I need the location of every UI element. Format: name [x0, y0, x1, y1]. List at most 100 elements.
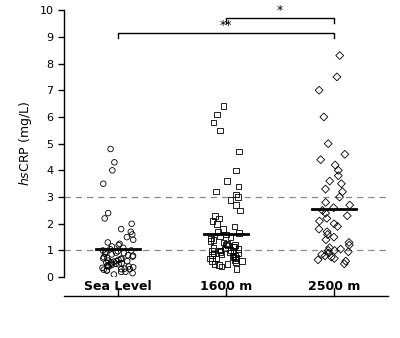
Point	[220, 240, 227, 245]
Point	[346, 240, 352, 245]
Text: *: *	[277, 4, 283, 17]
Point	[222, 242, 229, 247]
Point	[232, 242, 238, 248]
Point	[222, 246, 228, 251]
Point	[99, 265, 106, 270]
Point	[130, 265, 136, 270]
Point	[345, 249, 352, 255]
Point	[210, 251, 217, 256]
Point	[104, 268, 110, 273]
Point	[105, 210, 111, 216]
Point	[124, 259, 130, 264]
Point	[233, 255, 240, 261]
Point	[109, 244, 115, 249]
Point	[108, 252, 115, 257]
Point	[322, 186, 329, 192]
Point	[330, 205, 337, 211]
Point	[224, 241, 230, 246]
Point	[230, 245, 236, 250]
Point	[108, 261, 114, 266]
Point	[225, 243, 231, 248]
Point	[111, 272, 117, 277]
Point	[217, 249, 224, 255]
Point	[118, 269, 124, 274]
Point	[107, 246, 113, 252]
Point	[235, 194, 241, 200]
Point	[217, 233, 223, 239]
Point	[346, 202, 353, 208]
Point	[102, 249, 109, 255]
Point	[118, 266, 124, 272]
Point	[118, 257, 124, 262]
Point	[104, 255, 110, 261]
Point	[108, 262, 115, 268]
Point	[233, 202, 239, 208]
Point	[231, 224, 238, 229]
Point	[331, 256, 338, 261]
Point	[212, 213, 218, 218]
Point	[224, 261, 230, 266]
Point	[334, 224, 341, 229]
Point	[214, 112, 220, 117]
Point	[104, 263, 111, 269]
Y-axis label: $\it{hs}$CRP (mg/L): $\it{hs}$CRP (mg/L)	[17, 101, 34, 186]
Point	[100, 248, 106, 253]
Point	[235, 246, 242, 252]
Point	[325, 248, 332, 253]
Point	[128, 221, 135, 226]
Point	[237, 208, 243, 213]
Point	[127, 266, 133, 272]
Point	[316, 88, 322, 93]
Point	[115, 248, 121, 254]
Point	[214, 221, 220, 226]
Point	[102, 251, 108, 256]
Point	[124, 235, 130, 240]
Point	[346, 242, 352, 248]
Point	[207, 256, 213, 261]
Point	[315, 257, 321, 263]
Point	[236, 231, 242, 236]
Point	[118, 256, 125, 261]
Point	[208, 238, 214, 244]
Point	[323, 237, 329, 242]
Point	[217, 248, 224, 253]
Point	[322, 210, 329, 216]
Point	[120, 245, 126, 250]
Point	[236, 184, 242, 189]
Point	[341, 261, 348, 266]
Point	[129, 254, 136, 259]
Point	[227, 235, 234, 240]
Point	[336, 53, 343, 58]
Point	[342, 152, 348, 157]
Point	[335, 168, 342, 173]
Point	[209, 248, 215, 254]
Point	[118, 226, 124, 232]
Point	[116, 242, 122, 248]
Point	[328, 255, 334, 260]
Point	[217, 248, 223, 253]
Point	[227, 197, 234, 202]
Point	[102, 216, 108, 221]
Point	[232, 260, 239, 265]
Point	[318, 157, 324, 162]
Point	[113, 259, 120, 264]
Point	[100, 181, 106, 187]
Point	[319, 208, 326, 213]
Point	[101, 255, 107, 260]
Point	[231, 244, 238, 249]
Point	[332, 248, 338, 253]
Point	[227, 247, 234, 252]
Point	[215, 229, 221, 235]
Point	[211, 261, 218, 266]
Point	[220, 103, 227, 109]
Point	[209, 218, 216, 224]
Point	[233, 192, 239, 197]
Point	[112, 261, 119, 266]
Point	[125, 252, 131, 258]
Point	[209, 252, 215, 258]
Point	[100, 267, 107, 272]
Point	[342, 259, 349, 264]
Point	[234, 250, 241, 256]
Point	[111, 160, 118, 165]
Point	[337, 246, 344, 252]
